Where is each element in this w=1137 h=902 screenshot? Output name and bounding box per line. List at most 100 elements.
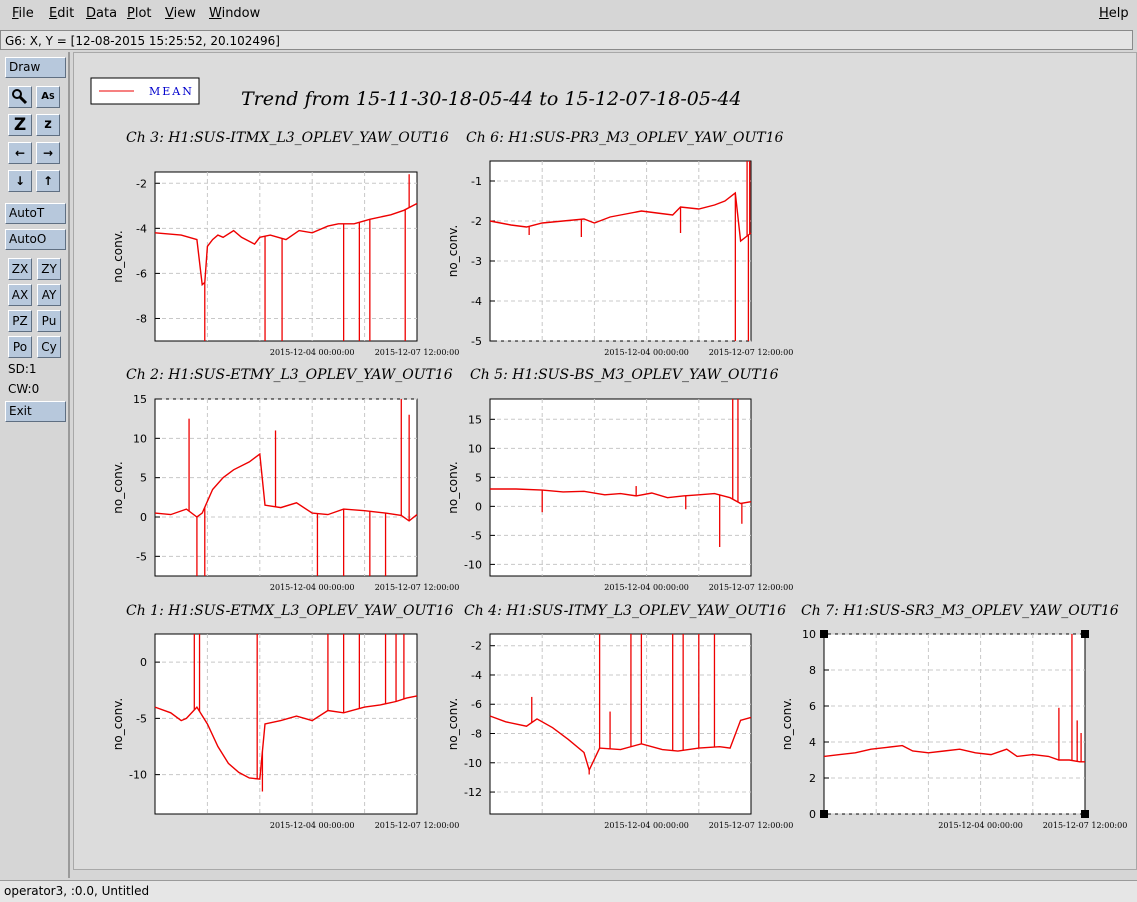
chart-title: Ch 3: H1:SUS-ITMX_L3_OPLEV_YAW_OUT16	[126, 130, 449, 146]
chart-title: Ch 2: H1:SUS-ETMY_L3_OPLEV_YAW_OUT16	[126, 367, 453, 383]
chart-title: Ch 7: H1:SUS-SR3_M3_OPLEV_YAW_OUT16	[801, 603, 1119, 619]
series-line	[489, 191, 752, 243]
autot-button[interactable]: AutoT	[5, 203, 66, 224]
selection-handle	[1081, 630, 1089, 638]
y-tick-label: 2	[809, 772, 816, 785]
y-tick-label: -4	[471, 669, 482, 682]
plot-area: MEAN Trend from 15-11-30-18-05-44 to 15-…	[73, 52, 1137, 878]
tool-panel: Draw AS Z z ← → ↓ ↑ AutoT AutoO ZX ZY AX…	[0, 52, 70, 878]
autoo-button[interactable]: AutoO	[5, 229, 66, 250]
x-tick-label: 2015-12-07 12:00:00	[709, 821, 794, 830]
x-tick-label: 2015-12-04 00:00:00	[270, 583, 355, 592]
pu-button[interactable]: Pu	[37, 310, 61, 332]
y-tick-label: -8	[471, 728, 482, 741]
zx-button[interactable]: ZX	[8, 258, 32, 280]
chart-ch1: Ch 1: H1:SUS-ETMX_L3_OPLEV_YAW_OUT16 0 -5 -…	[111, 603, 459, 830]
pz-button[interactable]: PZ	[8, 310, 32, 332]
plot-canvas[interactable]: MEAN Trend from 15-11-30-18-05-44 to 15-…	[73, 52, 1137, 870]
x-tick-label: 2015-12-07 12:00:00	[709, 348, 794, 357]
y-tick-label: 0	[140, 656, 147, 669]
chart-ch3: Ch 3: H1:SUS-ITMX_L3_OPLEV_YAW_OUT16 -2 -4…	[111, 130, 459, 357]
y-tick-label: 6	[809, 700, 816, 713]
plot-frame	[154, 398, 418, 577]
x-tick-label: 2015-12-04 00:00:00	[604, 821, 689, 830]
y-tick-label: 15	[468, 413, 482, 426]
x-tick-label: 2015-12-07 12:00:00	[709, 583, 794, 592]
menu-edit[interactable]: Edit	[49, 6, 75, 21]
menu-file[interactable]: File	[12, 6, 34, 21]
series-line	[154, 695, 418, 780]
y-axis-label: no_conv.	[111, 698, 125, 750]
y-axis-label: no_conv.	[111, 230, 125, 282]
zoom-large-icon[interactable]: Z	[8, 114, 32, 136]
x-tick-label: 2015-12-04 00:00:00	[270, 348, 355, 357]
y-tick-label: 4	[809, 736, 816, 749]
draw-button[interactable]: Draw	[5, 57, 66, 78]
y-tick-label: -3	[471, 255, 482, 268]
y-tick-label: 0	[140, 511, 147, 524]
series-line	[490, 488, 752, 505]
y-tick-label: -10	[464, 558, 482, 571]
chart-title: Ch 4: H1:SUS-ITMY_L3_OPLEV_YAW_OUT16	[464, 603, 786, 619]
x-tick-label: 2015-12-07 12:00:00	[375, 348, 460, 357]
y-tick-label: 5	[475, 471, 482, 484]
x-tick-label: 2015-12-04 00:00:00	[604, 348, 689, 357]
x-tick-label: 2015-12-07 12:00:00	[375, 583, 460, 592]
ax-button[interactable]: AX	[8, 284, 32, 306]
legend-label: MEAN	[149, 85, 194, 98]
text-tool-icon[interactable]: AS	[36, 86, 60, 108]
cw-label: CW:0	[8, 382, 40, 396]
arrow-down-icon[interactable]: ↓	[8, 170, 32, 192]
y-axis-label: no_conv.	[446, 698, 460, 750]
x-tick-label: 2015-12-07 12:00:00	[375, 821, 460, 830]
x-tick-label: 2015-12-07 12:00:00	[1043, 821, 1128, 830]
y-tick-label: 8	[809, 664, 816, 677]
zy-button[interactable]: ZY	[37, 258, 61, 280]
selection-handle	[820, 630, 828, 638]
ay-button[interactable]: AY	[37, 284, 61, 306]
arrow-up-icon[interactable]: ↑	[36, 170, 60, 192]
plots-svg: MEAN Trend from 15-11-30-18-05-44 to 15-…	[90, 77, 1127, 830]
x-tick-label: 2015-12-04 00:00:00	[938, 821, 1023, 830]
y-tick-label: -12	[464, 786, 482, 799]
zoom-small-icon[interactable]: z	[36, 114, 60, 136]
series-line	[823, 744, 1085, 763]
selection-handle	[1081, 810, 1089, 818]
y-tick-label: -4	[136, 222, 147, 235]
y-tick-label: -4	[471, 295, 482, 308]
y-tick-label: -5	[471, 529, 482, 542]
menu-window[interactable]: Window	[209, 6, 261, 21]
plot-frame	[823, 633, 1086, 815]
y-tick-label: -10	[464, 757, 482, 770]
y-tick-label: 5	[140, 472, 147, 485]
y-axis-label: no_conv.	[446, 461, 460, 513]
menu-data[interactable]: Data	[86, 6, 118, 21]
y-tick-label: -10	[129, 769, 147, 782]
y-tick-label: -6	[471, 698, 482, 711]
y-tick-label: 10	[468, 442, 482, 455]
coordinate-readout: G6: X, Y = [12-08-2015 15:25:52, 20.1024…	[0, 30, 1133, 50]
sd-label: SD:1	[8, 362, 37, 376]
y-tick-label: 0	[809, 808, 816, 821]
y-axis-label: no_conv.	[446, 225, 460, 277]
menu-help[interactable]: Help	[1099, 6, 1129, 21]
plot-frame	[154, 171, 418, 342]
magnifier-icon[interactable]	[8, 86, 32, 108]
y-tick-label: -2	[136, 177, 147, 190]
po-button[interactable]: Po	[8, 336, 32, 358]
y-tick-label: -5	[136, 712, 147, 725]
chart-title: Ch 6: H1:SUS-PR3_M3_OPLEV_YAW_OUT16	[466, 130, 784, 146]
plot-frame	[489, 633, 752, 815]
y-tick-label: -5	[471, 335, 482, 348]
x-tick-label: 2015-12-04 00:00:00	[604, 583, 689, 592]
cy-button[interactable]: Cy	[37, 336, 61, 358]
exit-button[interactable]: Exit	[5, 401, 66, 422]
arrow-left-icon[interactable]: ←	[8, 142, 32, 164]
menu-plot[interactable]: Plot	[127, 6, 152, 21]
selection-handle	[820, 810, 828, 818]
y-axis-label: no_conv.	[111, 461, 125, 513]
chart-ch4: Ch 4: H1:SUS-ITMY_L3_OPLEV_YAW_OUT16 -2 -4…	[446, 603, 793, 830]
menu-view[interactable]: View	[165, 6, 196, 21]
chart-ch7: Ch 7: H1:SUS-SR3_M3_OPLEV_YAW_OUT16 10 8 6 4…	[780, 603, 1127, 830]
arrow-right-icon[interactable]: →	[36, 142, 60, 164]
